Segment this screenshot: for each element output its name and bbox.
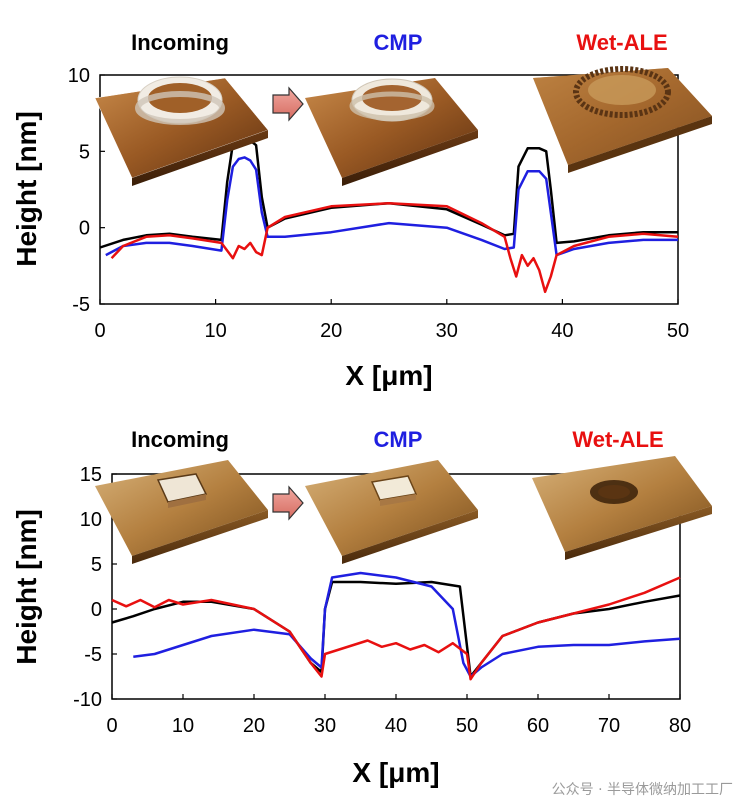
bottom-series-wet-ale — [111, 576, 681, 681]
bottom-stage-label-incoming: Incoming — [131, 427, 229, 452]
bottom-x-tick-label: 10 — [172, 715, 194, 737]
bottom-y-tick-label: 15 — [80, 464, 102, 486]
bottom-afm-cmp-image — [305, 460, 478, 564]
top-y-tick-label: 0 — [79, 218, 90, 240]
top-series-cmp — [105, 156, 678, 257]
top-stage-label-cmp: CMP — [374, 30, 423, 55]
bottom-axis-ticks: 0 10 20 30 40 50 60 70 80 -10 -5 0 5 10 15 — [73, 464, 691, 737]
top-series-lines — [99, 137, 679, 294]
bottom-stage-label-wet-ale: Wet-ALE — [572, 427, 663, 452]
bottom-y-axis-label: Height [nm] — [11, 509, 42, 665]
top-x-tick-label: 40 — [551, 320, 573, 342]
top-afm-cmp-image — [305, 78, 478, 186]
bottom-series-lines — [111, 571, 681, 681]
top-series-wet-ale — [110, 201, 679, 294]
top-x-tick-label: 10 — [204, 320, 226, 342]
top-plot-frame — [99, 74, 679, 305]
bottom-y-tick-label: 5 — [91, 554, 102, 576]
bottom-afm-incoming-image — [95, 460, 268, 564]
top-y-tick-label: -5 — [72, 294, 90, 316]
bottom-x-axis-label: X [μm] — [352, 757, 439, 788]
bottom-chart: 0 10 20 30 40 50 60 70 80 -10 -5 0 5 10 15 Incoming CM… — [11, 427, 712, 788]
top-stage-label-wet-ale: Wet-ALE — [576, 30, 667, 55]
top-x-tick-label: 30 — [436, 320, 458, 342]
top-transition-arrow — [272, 86, 304, 122]
top-x-axis-label: X [μm] — [345, 360, 432, 391]
bottom-x-tick-label: 20 — [243, 715, 265, 737]
top-stage-label-incoming: Incoming — [131, 30, 229, 55]
bottom-y-tick-label: 10 — [80, 509, 102, 531]
bottom-x-tick-label: 0 — [106, 715, 117, 737]
top-x-tick-label: 0 — [94, 320, 105, 342]
top-y-tick-label: 10 — [68, 65, 90, 87]
top-y-tick-label: 5 — [79, 141, 90, 163]
bottom-afm-wet-ale-image — [532, 456, 712, 560]
bottom-y-tick-label: -5 — [84, 644, 102, 666]
bottom-x-tick-label: 80 — [669, 715, 691, 737]
top-x-tick-label: 50 — [667, 320, 689, 342]
bottom-x-tick-label: 60 — [527, 715, 549, 737]
bottom-transition-arrow — [272, 485, 304, 521]
bottom-series-incoming — [111, 580, 681, 678]
bottom-y-tick-label: -10 — [73, 689, 102, 711]
bottom-stage-label-cmp: CMP — [374, 427, 423, 452]
watermark: 公众号 · 半导体微纳加工工厂 — [551, 782, 733, 798]
top-x-tick-label: 20 — [320, 320, 342, 342]
bottom-series-cmp — [133, 571, 681, 678]
top-afm-wet-ale-image — [533, 66, 712, 173]
top-afm-incoming-image — [94, 76, 269, 186]
bottom-y-tick-label: 0 — [91, 599, 102, 621]
bottom-x-tick-label: 70 — [598, 715, 620, 737]
bottom-x-tick-label: 50 — [456, 715, 478, 737]
bottom-x-tick-label: 30 — [314, 715, 336, 737]
bottom-x-tick-label: 40 — [385, 715, 407, 737]
top-y-axis-label: Height [nm] — [11, 111, 42, 267]
